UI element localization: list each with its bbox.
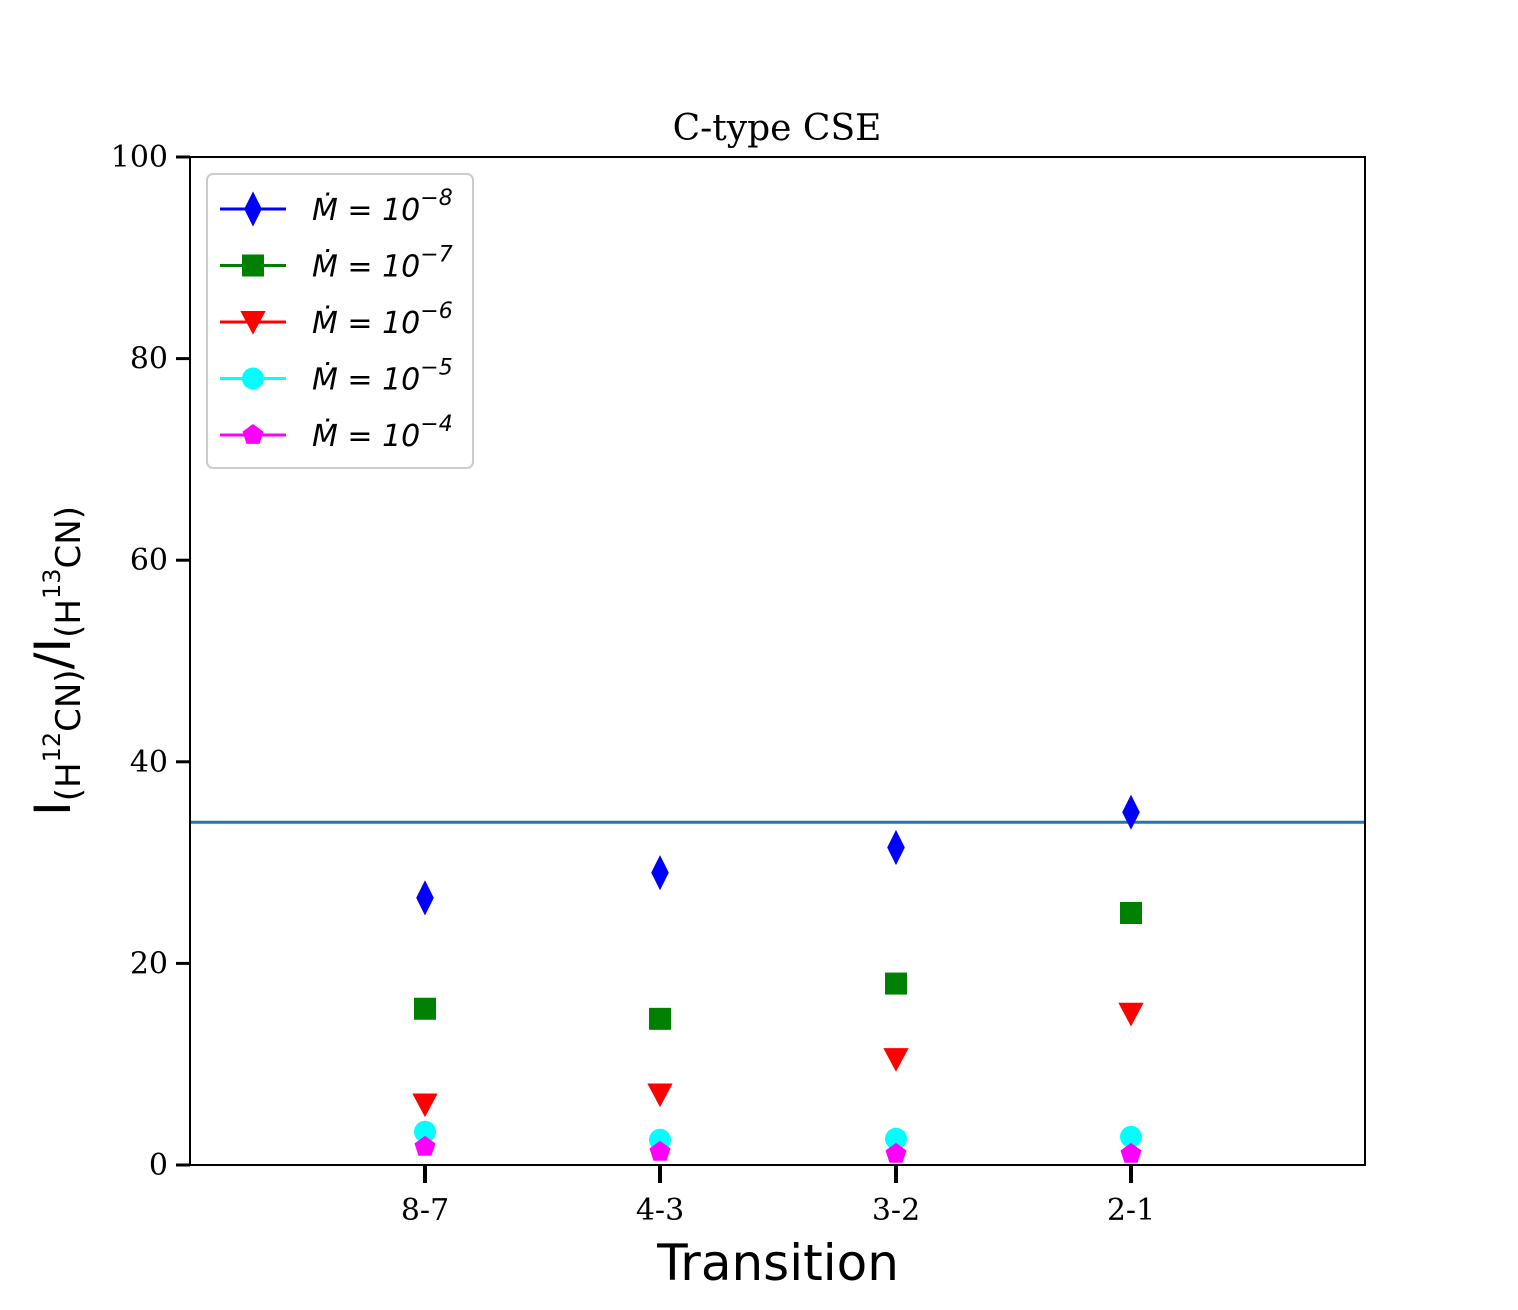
data-point <box>1120 1125 1142 1148</box>
data-point <box>651 855 669 891</box>
plot-area <box>189 156 1366 1166</box>
data-point <box>885 1127 907 1150</box>
legend-label: Ṁ = 10−4 <box>312 412 453 454</box>
x-axis-label: Transition <box>656 1234 899 1292</box>
data-markers <box>412 794 1144 1163</box>
data-point <box>649 1140 671 1161</box>
legend-marker <box>242 424 264 444</box>
x-tick-label: 8-7 <box>401 1193 449 1228</box>
y-tick-label: 100 <box>111 140 168 175</box>
data-point <box>1122 794 1140 830</box>
data-point <box>647 1083 673 1108</box>
data-point <box>416 880 434 916</box>
legend-item: Ṁ = 10−7 <box>220 243 453 285</box>
data-point <box>885 1142 907 1163</box>
series-mdot-8 <box>416 794 1140 916</box>
data-point <box>414 997 436 1020</box>
x-axis: 8-7 4-3 3-2 2-1 <box>401 1165 1155 1228</box>
legend-label: Ṁ = 10−5 <box>312 356 453 398</box>
legend-box <box>206 173 474 469</box>
legend-marker <box>242 254 264 277</box>
legend-marker <box>240 311 266 335</box>
data-point <box>414 1135 436 1156</box>
x-tick-label: 4-3 <box>636 1193 684 1228</box>
x-tick-label: 2-1 <box>1107 1193 1155 1228</box>
data-point <box>649 1007 671 1030</box>
x-tick-label: 3-2 <box>872 1193 920 1228</box>
data-point <box>885 972 907 995</box>
y-tick-label: 80 <box>130 342 168 377</box>
legend-label: Ṁ = 10−6 <box>312 299 453 341</box>
data-point <box>887 829 905 866</box>
legend-item: Ṁ = 10−5 <box>220 356 453 398</box>
data-point <box>883 1048 909 1072</box>
data-point <box>1120 902 1142 924</box>
legend-label: Ṁ = 10−8 <box>312 186 453 228</box>
legend-item: Ṁ = 10−8 <box>220 186 453 228</box>
legend-item: Ṁ = 10−4 <box>220 412 453 454</box>
y-tick-label: 40 <box>130 745 168 780</box>
plot-frame <box>189 156 1366 1166</box>
y-axis: 0 20 40 60 80 100 <box>111 140 190 1183</box>
data-point <box>412 1093 438 1118</box>
legend-marker <box>242 367 264 390</box>
y-tick-label: 60 <box>130 543 168 578</box>
data-point <box>1118 1002 1144 1027</box>
legend: Ṁ = 10−8 Ṁ = 10−7 Ṁ = 10−6 Ṁ = 10−5 Ṁ = 10−4 <box>206 173 474 469</box>
legend-label: Ṁ = 10−7 <box>312 243 453 285</box>
data-point <box>1120 1142 1142 1163</box>
y-axis-label: I(H12CN)/I(H13CN) <box>24 506 89 816</box>
series-mdot-4 <box>414 1135 1142 1163</box>
series-mdot-7 <box>414 902 1142 1030</box>
chart-title: C-type CSE <box>673 108 882 149</box>
legend-marker <box>244 191 262 227</box>
legend-item: Ṁ = 10−6 <box>220 299 453 341</box>
y-tick-label: 0 <box>149 1148 168 1183</box>
y-tick-label: 20 <box>130 946 168 981</box>
data-point <box>414 1120 436 1143</box>
series-mdot-6 <box>412 1002 1144 1118</box>
